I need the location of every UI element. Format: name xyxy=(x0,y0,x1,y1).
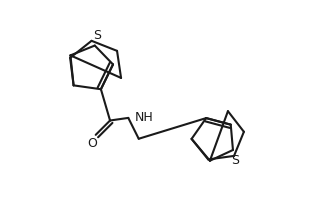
Text: S: S xyxy=(93,29,101,42)
Text: O: O xyxy=(87,138,97,150)
Text: NH: NH xyxy=(135,111,154,124)
Text: S: S xyxy=(232,154,239,167)
